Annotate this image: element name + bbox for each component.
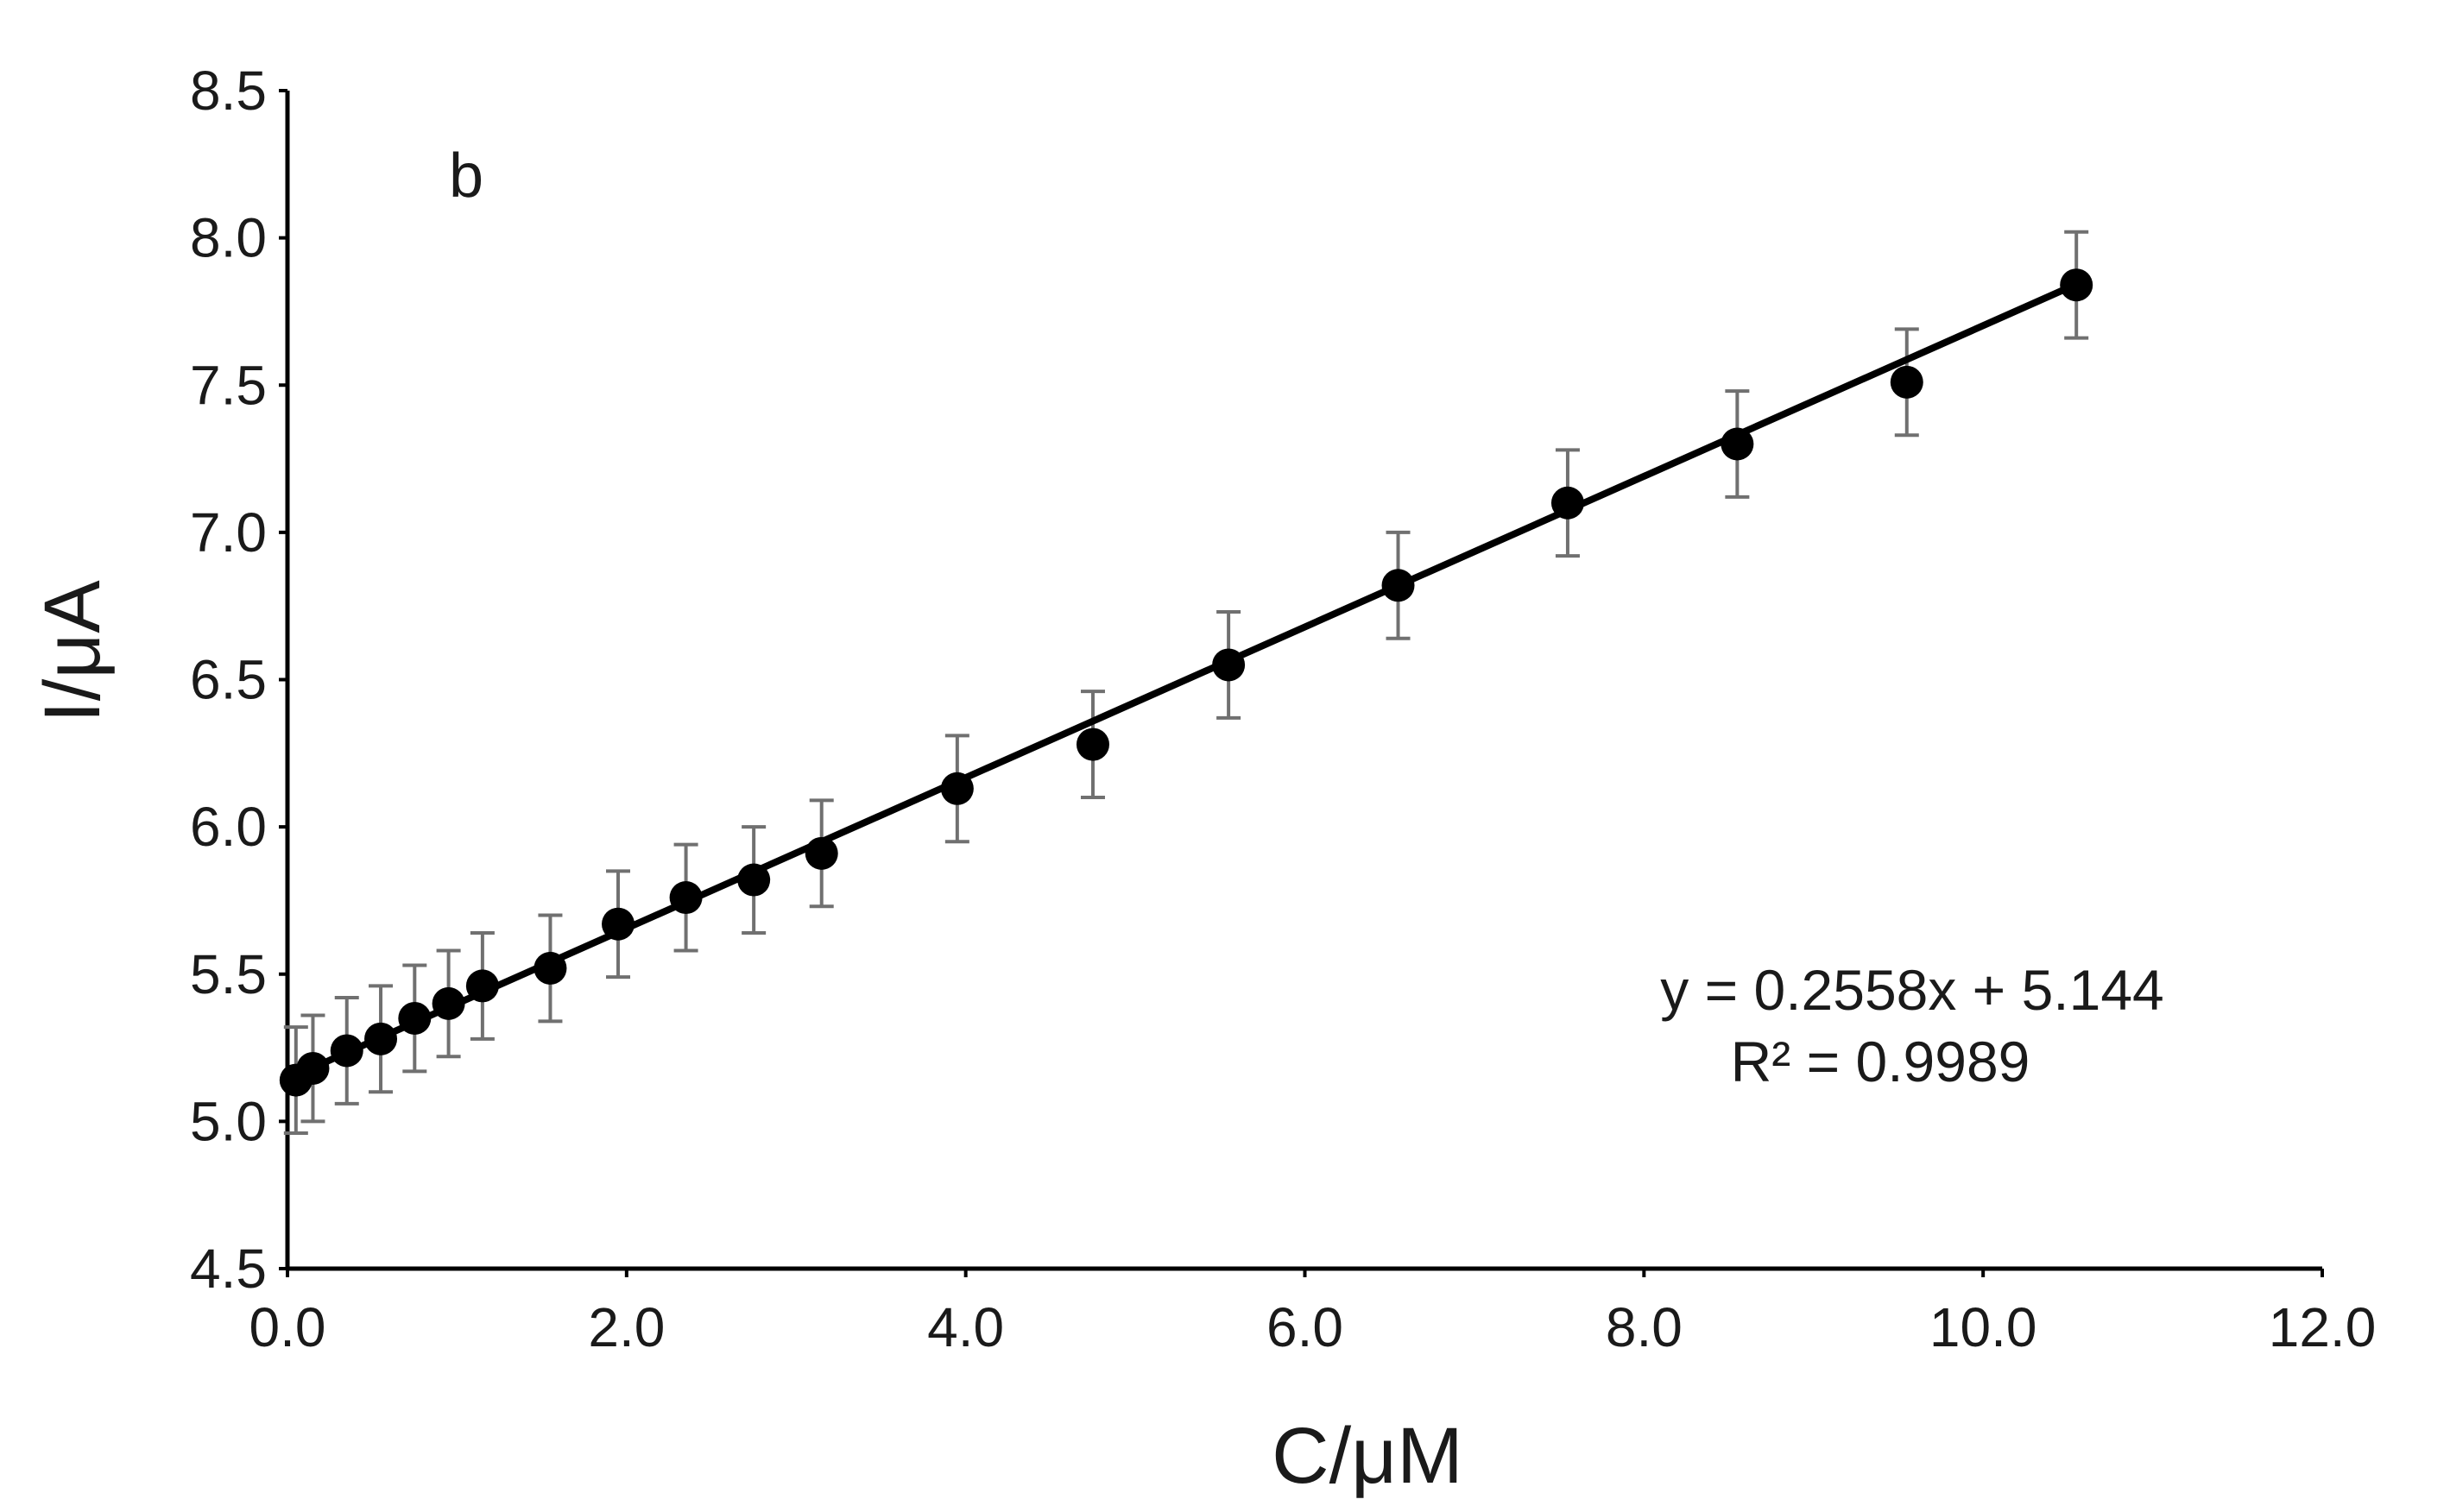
y-tick-label: 4.5: [190, 1238, 267, 1300]
trendline-equation: y = 0.2558x + 5.144: [1660, 958, 2163, 1022]
x-tick-label: 4.0: [927, 1296, 1004, 1358]
data-point: [432, 986, 465, 1020]
data-point: [669, 881, 703, 915]
data-point: [2060, 268, 2093, 302]
y-tick-label: 7.0: [190, 501, 267, 564]
data-point: [1890, 365, 1923, 399]
x-tick-label: 10.0: [1929, 1296, 2037, 1358]
data-point: [602, 907, 635, 941]
data-point: [1721, 427, 1754, 461]
data-point: [465, 969, 499, 1003]
y-tick-label: 6.0: [190, 796, 267, 858]
trendline: [292, 280, 2081, 1079]
y-tick-label: 7.5: [190, 354, 267, 416]
x-tick-label: 8.0: [1606, 1296, 1683, 1358]
data-point: [1381, 569, 1415, 602]
data-point: [1550, 486, 1584, 520]
y-axis-ticks: 4.5 5.0 5.5 6.0 6.5 7.0 7.5 8.0 8.5: [190, 60, 287, 1300]
data-point: [737, 863, 771, 897]
x-tick-label: 0.0: [249, 1296, 326, 1358]
x-tick-label: 6.0: [1266, 1296, 1343, 1358]
panel-label: b: [449, 142, 483, 211]
data-point: [364, 1022, 398, 1055]
plot-area: 4.5 5.0 5.5 6.0 6.5 7.0 7.5 8.0 8.5 0.0 2.0 4.0 6.0…: [190, 60, 2376, 1358]
x-tick-label: 12.0: [2269, 1296, 2377, 1358]
x-axis-ticks: 0.0 2.0 4.0 6.0 8.0 10.0 12.0: [249, 1269, 2377, 1358]
x-axis-title: C/μM: [1272, 1412, 1463, 1500]
y-axis-title: I/μA: [28, 580, 117, 723]
x-tick-label: 2.0: [588, 1296, 665, 1358]
data-point: [296, 1051, 330, 1085]
y-tick-label: 8.0: [190, 207, 267, 269]
y-tick-label: 5.0: [190, 1090, 267, 1152]
data-point: [534, 951, 567, 985]
data-point: [940, 772, 974, 805]
y-tick-label: 5.5: [190, 943, 267, 1005]
data-point: [330, 1034, 363, 1068]
y-tick-label: 8.5: [190, 60, 267, 122]
y-tick-label: 6.5: [190, 649, 267, 711]
r-squared-label: R² = 0.9989: [1731, 1030, 2030, 1093]
data-point: [1212, 648, 1246, 682]
data-point: [805, 836, 838, 870]
data-point: [1076, 728, 1109, 761]
data-point: [398, 1001, 432, 1035]
data-points: [279, 268, 2093, 1097]
